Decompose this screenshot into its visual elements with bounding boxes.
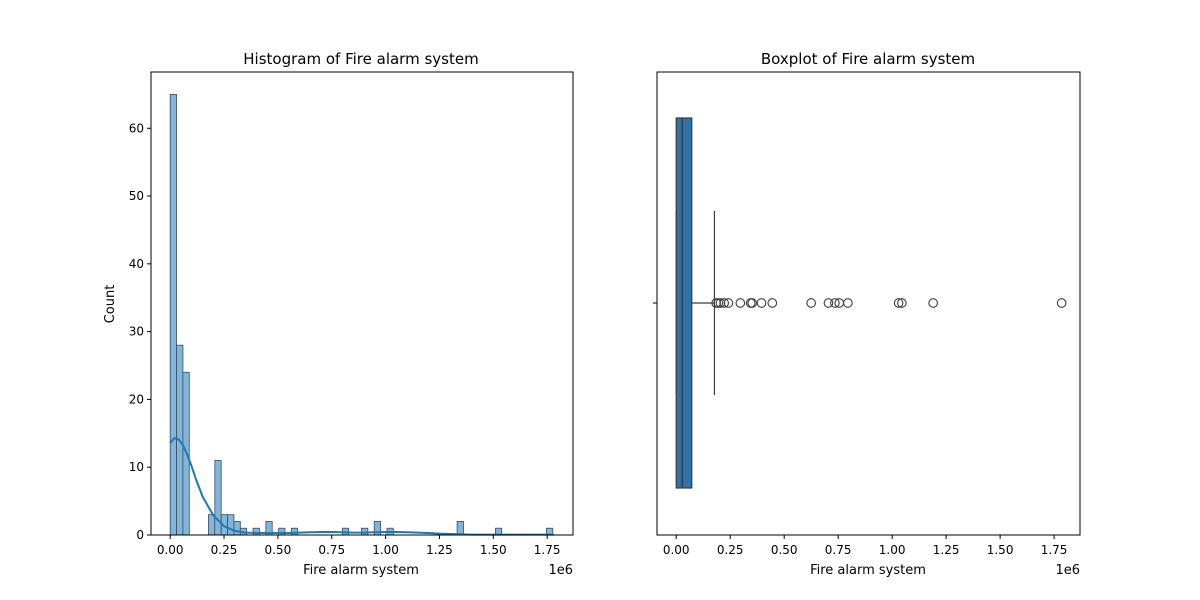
histogram-y-tick-label: 30 xyxy=(129,325,144,339)
boxplot-outlier xyxy=(928,298,939,308)
histogram-kde-line xyxy=(169,436,554,536)
boxplot-outlier xyxy=(1056,298,1067,308)
boxplot-x-offset-label: 1e6 xyxy=(1055,563,1080,578)
boxplot-outlier xyxy=(735,298,746,308)
boxplot-outlier xyxy=(715,298,726,308)
histogram-y-tick-label: 0 xyxy=(136,528,144,542)
histogram-x-ticks: 0.00 0.25 0.50 0.75 1.00 1.25 1.50 1.75 xyxy=(157,535,561,557)
histogram-y-ticks: 0 10 20 30 40 50 60 xyxy=(129,121,151,542)
boxplot-outlier xyxy=(843,298,853,308)
histogram-y-tick-label: 20 xyxy=(129,392,144,406)
boxplot-outlier xyxy=(897,298,907,308)
boxplot-outlier xyxy=(806,298,817,308)
boxplot-outlier xyxy=(747,298,758,308)
histogram-y-tick-label: 50 xyxy=(129,189,144,203)
histogram-bar xyxy=(208,514,216,536)
boxplot-x-tick-label: 1.25 xyxy=(933,543,960,557)
histogram-y-tick-label: 10 xyxy=(129,460,144,474)
boxplot-x-tick-label: 0.00 xyxy=(663,543,690,557)
histogram-bar xyxy=(456,521,464,536)
boxplot-outlier xyxy=(893,298,904,308)
boxplot-box xyxy=(675,117,693,489)
boxplot-elements xyxy=(675,117,1067,489)
histogram-axes-frame xyxy=(150,71,574,536)
boxplot-outlier xyxy=(823,298,834,308)
boxplot-x-tick-label: 1.00 xyxy=(879,543,906,557)
histogram-x-tick-label: 1.25 xyxy=(426,543,453,557)
histogram-x-tick-label: 1.75 xyxy=(534,543,561,557)
histogram-panel: Histogram of Fire alarm system 0.00 0.25 0… xyxy=(103,50,574,578)
histogram-y-tick-label: 60 xyxy=(129,121,144,135)
histogram-x-tick-label: 0.50 xyxy=(265,543,292,557)
histogram-x-tick-label: 1.50 xyxy=(480,543,507,557)
histogram-bar xyxy=(169,93,177,536)
histogram-x-tick-label: 1.00 xyxy=(372,543,399,557)
histogram-x-tick-label: 0.00 xyxy=(157,543,184,557)
boxplot-title: Boxplot of Fire alarm system xyxy=(761,50,975,68)
histogram-x-tick-label: 0.75 xyxy=(318,543,345,557)
boxplot-x-tick-label: 0.25 xyxy=(717,543,744,557)
boxplot-outlier xyxy=(756,298,767,308)
histogram-y-tick-label: 40 xyxy=(129,257,144,271)
boxplot-panel: Boxplot of Fire alarm system 0.00 0.25 0.5… xyxy=(653,50,1081,578)
boxplot-outlier xyxy=(719,298,730,308)
boxplot-outlier xyxy=(767,298,778,308)
histogram-x-tick-label: 0.25 xyxy=(211,543,238,557)
boxplot-x-ticks: 0.00 0.25 0.50 0.75 1.00 1.25 1.50 1.75 xyxy=(663,535,1068,557)
boxplot-x-tick-label: 1.50 xyxy=(987,543,1014,557)
histogram-bar xyxy=(290,527,299,536)
boxplot-x-tick-label: 0.50 xyxy=(771,543,798,557)
histogram-x-offset-label: 1e6 xyxy=(548,563,573,578)
boxplot-x-tick-label: 1.75 xyxy=(1041,543,1068,557)
histogram-bar xyxy=(233,521,241,536)
histogram-title: Histogram of Fire alarm system xyxy=(243,50,478,68)
boxplot-outlier xyxy=(723,298,734,308)
histogram-bar xyxy=(278,527,286,536)
histogram-bar xyxy=(227,514,235,536)
histogram-bar xyxy=(214,460,222,536)
histogram-y-label: Count xyxy=(103,285,118,324)
histogram-x-label: Fire alarm system xyxy=(303,563,419,578)
boxplot-x-tick-label: 0.75 xyxy=(825,543,852,557)
boxplot-outlier xyxy=(830,298,840,308)
histogram-bar xyxy=(252,527,260,536)
boxplot-x-label: Fire alarm system xyxy=(810,563,926,578)
